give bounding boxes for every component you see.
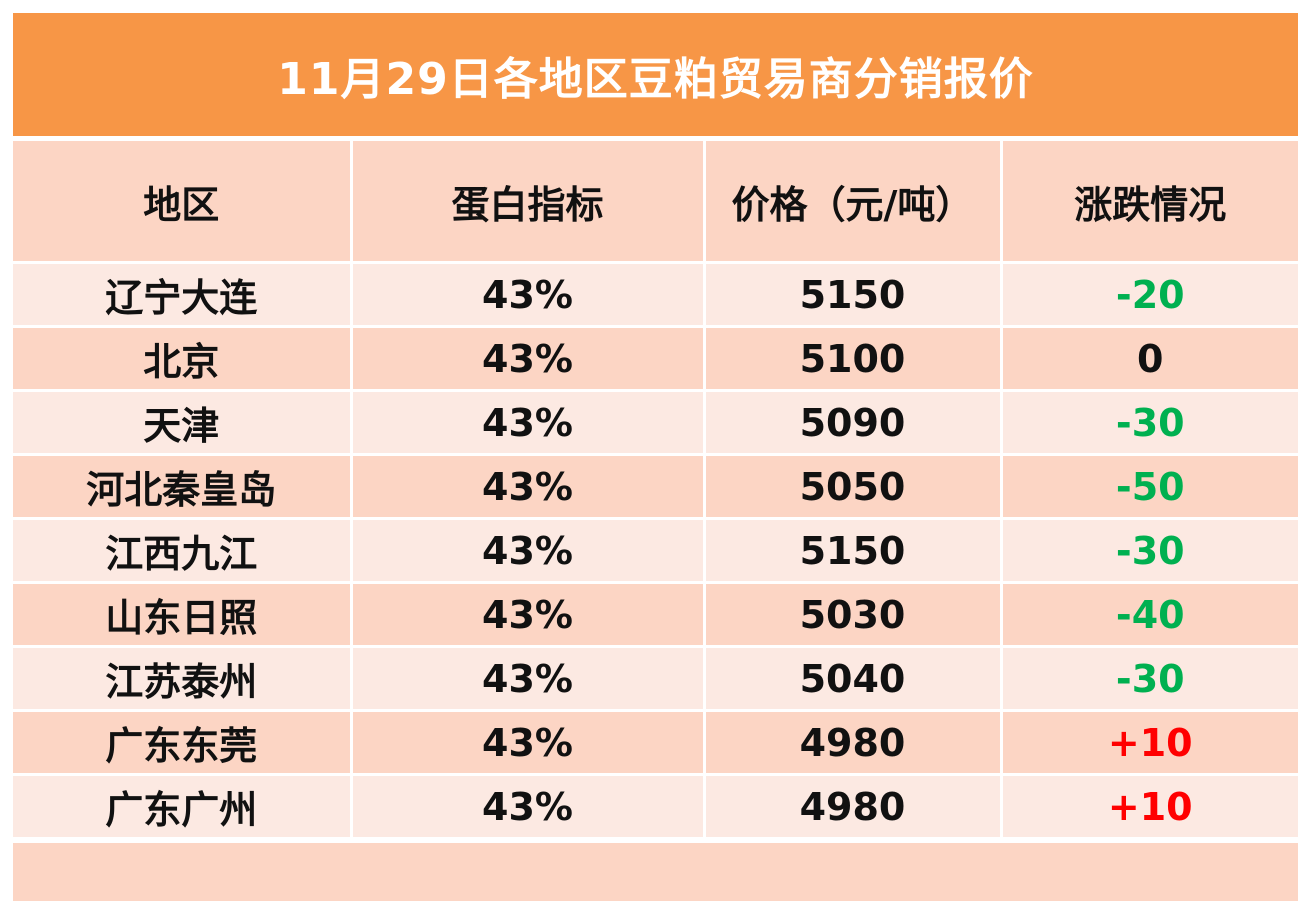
cell-region: 广东广州 (13, 774, 351, 840)
cell-region: 辽宁大连 (13, 262, 351, 328)
header-price: 价格（元/吨） (702, 141, 1001, 264)
cell-price: 5040 (702, 646, 1001, 712)
table-footer-band (13, 840, 1298, 901)
table-row: 山东日照 43% 5030 -40 (13, 582, 1298, 648)
table-row: 天津 43% 5090 -30 (13, 390, 1298, 456)
cell-change: -40 (999, 582, 1298, 648)
cell-price: 4980 (702, 774, 1001, 840)
cell-protein: 43% (349, 774, 704, 840)
cell-region: 天津 (13, 390, 351, 456)
cell-region: 山东日照 (13, 582, 351, 648)
price-table: 地区 蛋白指标 价格（元/吨） 涨跌情况 辽宁大连 43% 5150 -20 北… (13, 141, 1298, 840)
header-region: 地区 (13, 141, 351, 264)
cell-change: -20 (999, 262, 1298, 328)
cell-protein: 43% (349, 646, 704, 712)
cell-change: -30 (999, 646, 1298, 712)
title-divider (13, 136, 1298, 141)
cell-price: 5050 (702, 454, 1001, 520)
cell-region: 北京 (13, 326, 351, 392)
cell-price: 4980 (702, 710, 1001, 776)
cell-protein: 43% (349, 262, 704, 328)
cell-change: -50 (999, 454, 1298, 520)
cell-price: 5030 (702, 582, 1001, 648)
cell-region: 广东东莞 (13, 710, 351, 776)
cell-protein: 43% (349, 454, 704, 520)
cell-change: -30 (999, 390, 1298, 456)
cell-region: 江西九江 (13, 518, 351, 584)
table-header-row: 地区 蛋白指标 价格（元/吨） 涨跌情况 (13, 141, 1298, 264)
cell-protein: 43% (349, 390, 704, 456)
price-table-panel: 11月29日各地区豆粕贸易商分销报价 地区 蛋白指标 价格（元/吨） 涨跌情况 … (13, 13, 1298, 901)
table-row: 广东东莞 43% 4980 +10 (13, 710, 1298, 776)
table-title: 11月29日各地区豆粕贸易商分销报价 (13, 13, 1298, 136)
header-change: 涨跌情况 (999, 141, 1298, 264)
cell-price: 5150 (702, 518, 1001, 584)
cell-change: +10 (999, 774, 1298, 840)
cell-region: 江苏泰州 (13, 646, 351, 712)
table-row: 北京 43% 5100 0 (13, 326, 1298, 392)
cell-price: 5150 (702, 262, 1001, 328)
cell-protein: 43% (349, 582, 704, 648)
table-body: 辽宁大连 43% 5150 -20 北京 43% 5100 0 天津 43% 5… (13, 262, 1298, 840)
cell-region: 河北秦皇岛 (13, 454, 351, 520)
cell-price: 5090 (702, 390, 1001, 456)
cell-change: 0 (999, 326, 1298, 392)
table-title-text: 11月29日各地区豆粕贸易商分销报价 (277, 53, 1034, 105)
table-row: 江苏泰州 43% 5040 -30 (13, 646, 1298, 712)
cell-change: +10 (999, 710, 1298, 776)
table-row: 辽宁大连 43% 5150 -20 (13, 262, 1298, 328)
cell-price: 5100 (702, 326, 1001, 392)
header-protein: 蛋白指标 (349, 141, 704, 264)
cell-protein: 43% (349, 518, 704, 584)
table-row: 江西九江 43% 5150 -30 (13, 518, 1298, 584)
cell-protein: 43% (349, 326, 704, 392)
table-row: 广东广州 43% 4980 +10 (13, 774, 1298, 840)
cell-change: -30 (999, 518, 1298, 584)
table-row: 河北秦皇岛 43% 5050 -50 (13, 454, 1298, 520)
cell-protein: 43% (349, 710, 704, 776)
